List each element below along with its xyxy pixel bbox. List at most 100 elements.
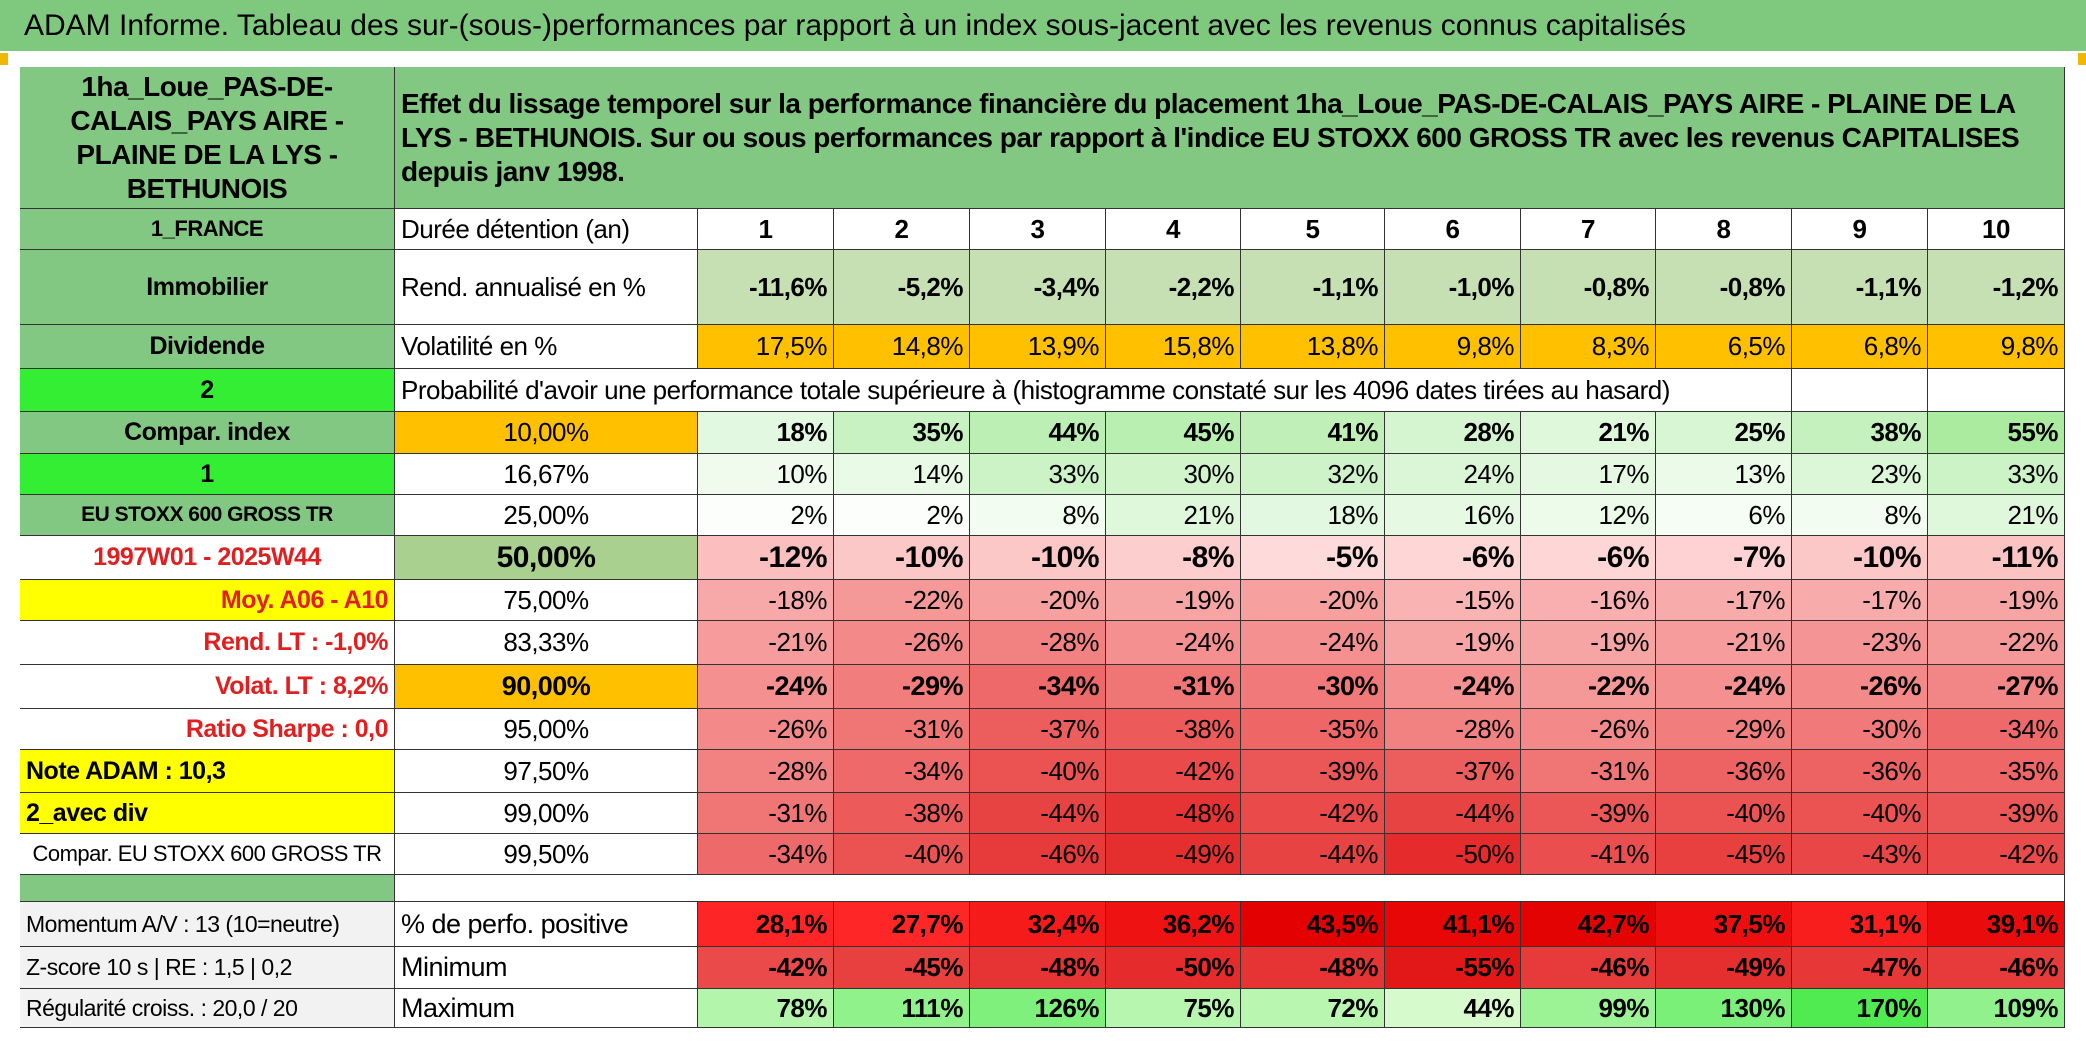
- value-cell: -31%: [1521, 750, 1656, 793]
- value-cell: -26%: [1521, 709, 1656, 750]
- value-cell: -15%: [1385, 580, 1521, 621]
- value-cell: -50%: [1106, 947, 1241, 989]
- value-cell: -34%: [970, 665, 1106, 709]
- row-header: 75,00%: [395, 580, 698, 621]
- value-cell: -46%: [1521, 947, 1656, 989]
- value-cell: -44%: [1385, 793, 1521, 834]
- value-cell: 2%: [698, 495, 834, 536]
- column-header: 6: [1385, 209, 1521, 250]
- value-cell: -19%: [1521, 621, 1656, 665]
- value-cell: 42,7%: [1521, 902, 1656, 947]
- value-cell: 9,8%: [1928, 325, 2065, 369]
- value-cell: -23%: [1792, 621, 1928, 665]
- value-cell: 21%: [1928, 495, 2065, 536]
- value-cell: -48%: [970, 947, 1106, 989]
- row-header: Durée détention (an): [395, 209, 698, 250]
- corner-mark: [2078, 53, 2086, 65]
- row-header: % de perfo. positive: [395, 902, 698, 947]
- value-cell: 36,2%: [1106, 902, 1241, 947]
- value-cell: 33%: [1928, 454, 2065, 495]
- value-cell: -55%: [1385, 947, 1521, 989]
- row-label: Dividende: [20, 325, 395, 369]
- value-cell: 13,8%: [1241, 325, 1385, 369]
- value-cell: -6%: [1385, 536, 1521, 580]
- row-header: Maximum: [395, 989, 698, 1028]
- row-header: Volatilité en %: [395, 325, 698, 369]
- value-cell: -2,2%: [1106, 250, 1241, 325]
- value-cell: -27%: [1928, 665, 2065, 709]
- value-cell: -30%: [1241, 665, 1385, 709]
- value-cell: -31%: [1106, 665, 1241, 709]
- value-cell: 130%: [1656, 989, 1792, 1028]
- value-cell: 14,8%: [834, 325, 970, 369]
- row-header: 83,33%: [395, 621, 698, 665]
- value-cell: -20%: [970, 580, 1106, 621]
- value-cell: 32%: [1241, 454, 1385, 495]
- value-cell: -28%: [1385, 709, 1521, 750]
- value-cell: -35%: [1928, 750, 2065, 793]
- value-cell: 44%: [970, 412, 1106, 454]
- row-label: Immobilier: [20, 250, 395, 325]
- value-cell: -40%: [1656, 793, 1792, 834]
- row-header: Minimum: [395, 947, 698, 989]
- title-bar: ADAM Informe. Tableau des sur-(sous-)per…: [0, 0, 2086, 51]
- column-header: 10: [1928, 209, 2065, 250]
- value-cell: -24%: [1385, 665, 1521, 709]
- value-cell: 24%: [1385, 454, 1521, 495]
- value-cell: 18%: [1241, 495, 1385, 536]
- value-cell: -10%: [834, 536, 970, 580]
- value-cell: -24%: [1106, 621, 1241, 665]
- column-header: 7: [1521, 209, 1656, 250]
- row-label: Compar. index: [20, 412, 395, 454]
- value-cell: -39%: [1241, 750, 1385, 793]
- value-cell: -46%: [970, 834, 1106, 875]
- value-cell: 45%: [1106, 412, 1241, 454]
- section-caption: Probabilité d'avoir une performance tota…: [395, 369, 1792, 412]
- value-cell: 99%: [1521, 989, 1656, 1028]
- value-cell: 35%: [834, 412, 970, 454]
- value-cell: 32,4%: [970, 902, 1106, 947]
- value-cell: -5%: [1241, 536, 1385, 580]
- value-cell: 28,1%: [698, 902, 834, 947]
- value-cell: 33%: [970, 454, 1106, 495]
- row-header: 16,67%: [395, 454, 698, 495]
- value-cell: 6,8%: [1792, 325, 1928, 369]
- row-header: Rend. annualisé en %: [395, 250, 698, 325]
- value-cell: -28%: [698, 750, 834, 793]
- column-header: 8: [1656, 209, 1792, 250]
- value-cell: -43%: [1792, 834, 1928, 875]
- row-header: 50,00%: [395, 536, 698, 580]
- value-cell: -31%: [698, 793, 834, 834]
- row-header: 99,50%: [395, 834, 698, 875]
- value-cell: 6,5%: [1656, 325, 1792, 369]
- value-cell: 28%: [1385, 412, 1521, 454]
- value-cell: -48%: [1241, 947, 1385, 989]
- value-cell: 170%: [1792, 989, 1928, 1028]
- value-cell: 30%: [1106, 454, 1241, 495]
- value-cell: -34%: [1928, 709, 2065, 750]
- value-cell: 14%: [834, 454, 970, 495]
- value-cell: -1,1%: [1792, 250, 1928, 325]
- value-cell: 78%: [698, 989, 834, 1028]
- value-cell: 13%: [1656, 454, 1792, 495]
- value-cell: -1,2%: [1928, 250, 2065, 325]
- value-cell: -49%: [1656, 947, 1792, 989]
- value-cell: -44%: [970, 793, 1106, 834]
- row-label: Volat. LT : 8,2%: [20, 665, 395, 709]
- value-cell: -17%: [1792, 580, 1928, 621]
- value-cell: 16%: [1385, 495, 1521, 536]
- value-cell: 2%: [834, 495, 970, 536]
- value-cell: -39%: [1521, 793, 1656, 834]
- value-cell: -40%: [970, 750, 1106, 793]
- value-cell: 109%: [1928, 989, 2065, 1028]
- value-cell: -42%: [1106, 750, 1241, 793]
- row-label: Compar. EU STOXX 600 GROSS TR: [20, 834, 395, 875]
- row-label: 1: [20, 454, 395, 495]
- value-cell: -45%: [1656, 834, 1792, 875]
- row-label: 2_avec div: [20, 793, 395, 834]
- row-header: 97,50%: [395, 750, 698, 793]
- column-header: 3: [970, 209, 1106, 250]
- value-cell: -36%: [1656, 750, 1792, 793]
- value-cell: 15,8%: [1106, 325, 1241, 369]
- row-header: 25,00%: [395, 495, 698, 536]
